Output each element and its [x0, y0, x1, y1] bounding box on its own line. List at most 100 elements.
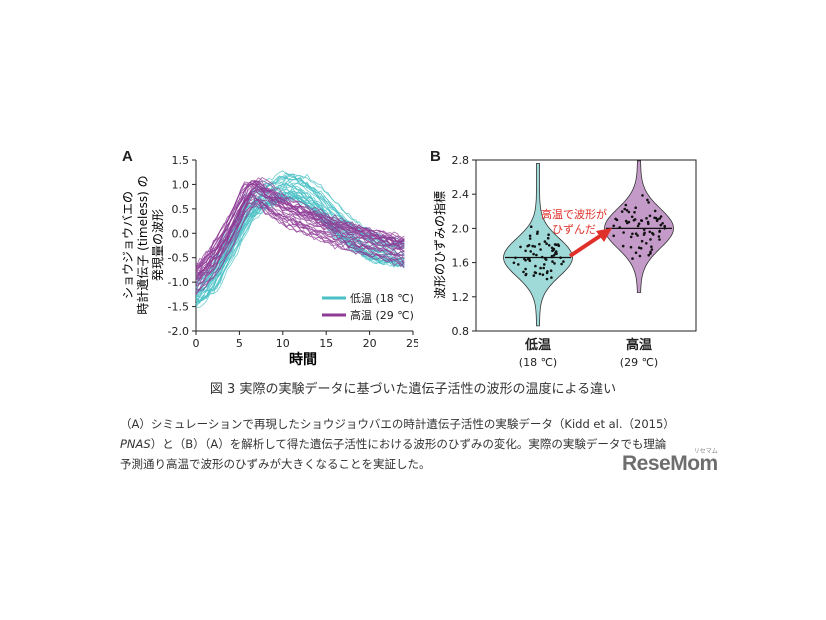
data-point [652, 233, 655, 236]
data-point [636, 224, 640, 228]
data-point [550, 276, 553, 279]
chart-a-trace [195, 177, 405, 272]
data-point [534, 264, 537, 268]
chart-b-frame [475, 159, 697, 332]
data-point [645, 242, 648, 245]
chart-a-trace [195, 194, 405, 308]
chart-a-x-tick-label: 15 [319, 337, 333, 350]
data-point [658, 230, 661, 233]
data-point [631, 232, 634, 236]
data-point [612, 224, 615, 228]
data-point [541, 273, 545, 276]
data-point [532, 274, 536, 277]
chart-a-y-tick-label: -1.0 [168, 276, 189, 289]
chart-a-series [195, 170, 405, 308]
chart-a-y-tick-label: 0.5 [172, 203, 190, 216]
data-point [631, 257, 634, 260]
data-point [553, 243, 557, 246]
data-point [640, 219, 643, 222]
data-point [624, 203, 628, 207]
data-point [627, 220, 631, 224]
data-point [544, 258, 548, 261]
data-point [645, 217, 648, 220]
data-point [529, 225, 533, 228]
chart-a-trace [195, 202, 405, 291]
chart-b-annotation: 高温で波形が ひずんだ [541, 207, 612, 258]
data-point [524, 249, 527, 253]
category-label: 高温 [626, 337, 652, 353]
data-point [653, 209, 657, 213]
annotation-line1: 高温で波形が [541, 207, 607, 221]
chart-b-y-tick-label: 2.4 [452, 188, 470, 201]
data-point [538, 242, 541, 246]
chart-a-x-tick-label: 25 [406, 337, 418, 350]
chart-b-points [512, 194, 666, 281]
data-point [524, 259, 527, 262]
logo-subtext: リセマム [693, 448, 718, 455]
chart-a-trace [195, 181, 405, 265]
data-point [536, 230, 539, 234]
data-point [528, 237, 532, 240]
category-sublabel: (18 ℃) [519, 356, 557, 369]
data-point [633, 218, 637, 221]
data-point [653, 216, 656, 220]
figure-caption-title: 図 3 実際の実験データに基づいた遺伝子活性の波形の温度による違い [209, 382, 617, 397]
data-point [643, 231, 646, 235]
data-point [620, 210, 624, 213]
chart-a-trace [195, 194, 405, 281]
data-point [658, 238, 661, 241]
data-point [551, 260, 554, 263]
data-point [648, 214, 652, 218]
panel-a-label: A [122, 148, 133, 165]
data-point [639, 247, 643, 250]
chart-a-y-tick-label: 1.5 [172, 154, 190, 167]
data-point [550, 255, 554, 259]
data-point [547, 233, 550, 236]
svg-text:発現量の波形: 発現量の波形 [151, 209, 165, 281]
figure-caption-body: （A）シミュレーションで再現したショウジョウバエの時計遺伝子活性の実験データ（K… [120, 414, 720, 474]
annotation-line2: ひずんだ [552, 223, 596, 236]
data-point [663, 227, 666, 230]
data-point [553, 262, 556, 265]
data-point [634, 206, 637, 209]
chart-a-trace [195, 185, 405, 278]
data-point [657, 235, 661, 238]
data-point [638, 254, 642, 258]
data-point [549, 269, 553, 272]
annotation-arrow-shaft [568, 232, 605, 258]
chart-b-waveform-distortion-violin: 2.8 2.4 2.0 1.6 1.2 0.8 波形のひずみの指標 高温で波形が ひずんだ… [432, 154, 697, 369]
data-point [641, 194, 644, 197]
data-point [552, 254, 556, 257]
data-point [612, 234, 615, 238]
chart-a-trace [195, 201, 405, 295]
chart-a-x-tick-label: 5 [236, 337, 243, 350]
chart-a-y-tick-label: -1.5 [168, 301, 189, 314]
chart-a-legend-entry: 高温 (29 ℃) [350, 308, 414, 322]
data-point [647, 201, 650, 204]
data-point [637, 246, 641, 249]
data-point [562, 260, 565, 263]
data-point [621, 244, 625, 248]
data-point [539, 248, 542, 251]
chart-a-y-tick-label: -2.0 [168, 325, 189, 338]
data-point [659, 215, 663, 218]
data-point [634, 232, 638, 235]
data-point [533, 245, 537, 248]
data-point [658, 217, 661, 220]
data-point [647, 253, 650, 257]
chart-a-x-tick-label: 20 [363, 337, 377, 350]
chart-b-y-tick-label: 1.2 [452, 291, 470, 304]
data-point [623, 207, 626, 211]
data-point [634, 251, 638, 254]
data-point [661, 222, 664, 225]
chart-b-y-tick-label: 0.8 [452, 325, 470, 338]
data-point [554, 250, 558, 253]
caption-line1: （A）シミュレーションで再現したショウジョウバエの時計遺伝子活性の実験データ（K… [120, 417, 675, 431]
data-point [546, 236, 550, 240]
data-point [629, 235, 633, 239]
data-point [524, 272, 528, 276]
data-point [546, 270, 549, 273]
chart-b-y-axis-label: 波形のひずみの指標 [432, 191, 447, 299]
data-point [659, 223, 663, 227]
data-point [642, 228, 646, 231]
